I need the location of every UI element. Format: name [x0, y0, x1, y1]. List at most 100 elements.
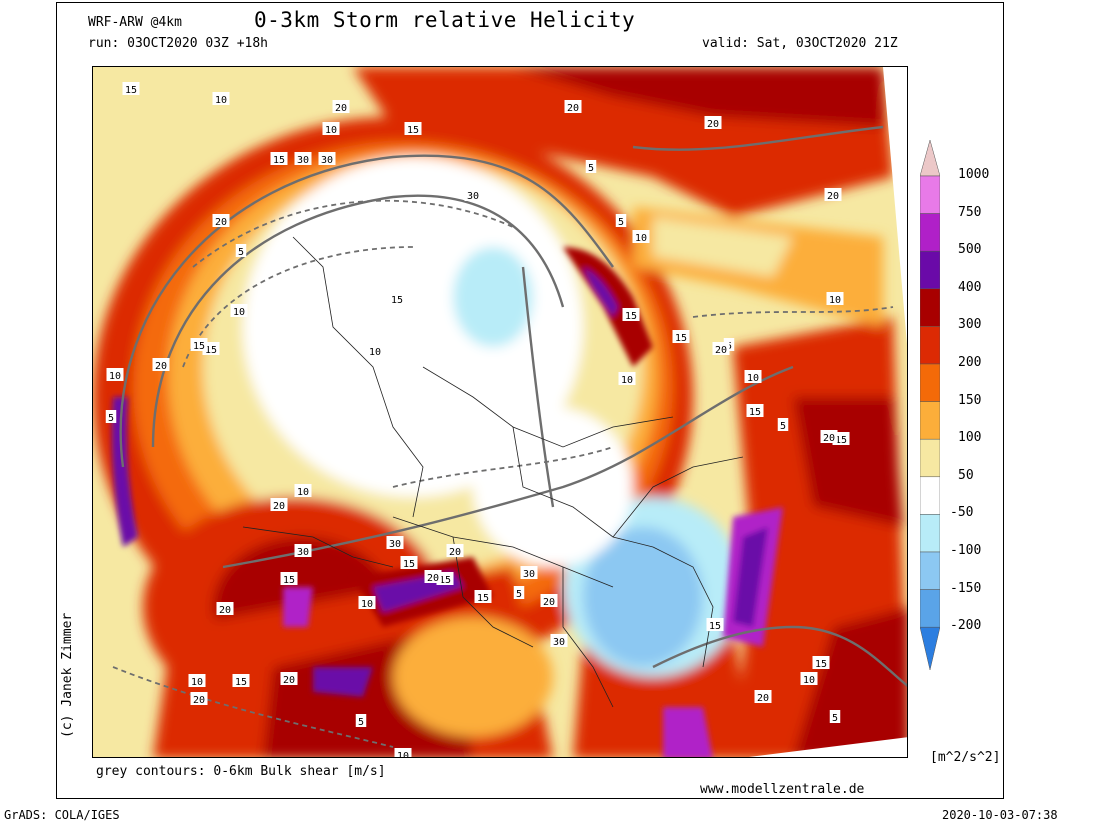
- svg-text:20: 20: [707, 119, 719, 130]
- svg-text:10: 10: [233, 307, 245, 318]
- svg-text:5: 5: [516, 589, 522, 600]
- valid-time-label: valid: Sat, 03OCT2020 21Z: [702, 36, 898, 51]
- svg-text:20: 20: [823, 433, 835, 444]
- colorbar: [920, 140, 940, 670]
- helicity-map: 15 10 20 20 15 20 30 15 10 30 5 20 5 15 10 15 10 20 15 10 5 3…: [92, 66, 908, 758]
- contour-label: 10: [826, 292, 844, 306]
- contour-label: 10: [744, 370, 762, 384]
- contour-label: 10: [230, 304, 248, 318]
- svg-text:5: 5: [832, 713, 838, 724]
- shear-contours-dashed: [112, 199, 894, 748]
- svg-text:20: 20: [193, 695, 205, 706]
- contour-note: grey contours: 0-6km Bulk shear [m/s]: [96, 764, 386, 779]
- contour-label: 15: [706, 618, 724, 632]
- svg-text:15: 15: [273, 155, 285, 166]
- contour-label: 10: [366, 344, 384, 358]
- colorbar-swatch: [920, 213, 940, 252]
- colorbar-swatch: [920, 175, 940, 214]
- website-link[interactable]: www.modellzentrale.de: [700, 782, 865, 797]
- svg-text:30: 30: [523, 569, 535, 580]
- contour-label: 20: [280, 672, 298, 686]
- contour-label: 20: [540, 594, 558, 608]
- country-borders: [242, 236, 744, 708]
- contour-label: 20: [824, 188, 842, 202]
- colorbar-label: -100: [950, 543, 982, 558]
- svg-text:10: 10: [325, 125, 337, 136]
- svg-text:30: 30: [467, 191, 479, 202]
- helicity-field: [93, 67, 907, 757]
- svg-text:15: 15: [125, 85, 137, 96]
- svg-text:15: 15: [709, 621, 721, 632]
- svg-text:5: 5: [108, 413, 114, 424]
- contour-label: 20: [152, 358, 170, 372]
- svg-text:20: 20: [827, 191, 839, 202]
- colorbar-unit: [m^2/s^2]: [930, 750, 1001, 765]
- svg-text:20: 20: [335, 103, 347, 114]
- svg-text:10: 10: [215, 95, 227, 106]
- svg-text:20: 20: [273, 501, 285, 512]
- svg-text:30: 30: [321, 155, 333, 166]
- contour-label: 20: [820, 430, 838, 444]
- colorbar-label: 150: [958, 392, 982, 408]
- figure-frame: [56, 2, 1004, 799]
- svg-text:10: 10: [621, 375, 633, 386]
- contour-label: 30: [464, 188, 482, 202]
- contour-label: 15: [388, 292, 406, 306]
- contour-label: 30: [294, 152, 312, 166]
- svg-text:20: 20: [449, 547, 461, 558]
- colorbar-swatch: [920, 326, 940, 365]
- contour-label: 15: [622, 308, 640, 322]
- svg-text:15: 15: [675, 333, 687, 344]
- contour-label: 15: [190, 338, 208, 352]
- svg-text:20: 20: [715, 345, 727, 356]
- contour-label: 10: [322, 122, 340, 136]
- svg-text:10: 10: [369, 347, 381, 358]
- svg-text:15: 15: [835, 435, 847, 446]
- colorbar-label: 50: [958, 467, 974, 483]
- model-label: WRF-ARW @4km: [88, 15, 182, 30]
- svg-text:5: 5: [358, 717, 364, 728]
- svg-text:5: 5: [618, 217, 624, 228]
- contour-label: 30: [550, 634, 568, 648]
- svg-text:20: 20: [215, 217, 227, 228]
- svg-text:10: 10: [191, 677, 203, 688]
- colorbar-label: -50: [950, 505, 974, 521]
- svg-text:10: 10: [635, 233, 647, 244]
- svg-text:20: 20: [427, 573, 439, 584]
- svg-text:15: 15: [391, 295, 403, 306]
- contour-label: 30: [520, 566, 538, 580]
- colorbar-swatch: [920, 514, 940, 553]
- svg-text:5: 5: [780, 421, 786, 432]
- colorbar-swatch: [920, 551, 940, 590]
- contour-label: 15: [474, 590, 492, 604]
- contour-label: 10: [212, 92, 230, 106]
- svg-text:10: 10: [361, 599, 373, 610]
- svg-text:15: 15: [193, 341, 205, 352]
- contour-label: 5: [829, 710, 841, 724]
- svg-text:30: 30: [297, 547, 309, 558]
- contour-label: 5: [585, 160, 597, 174]
- svg-text:15: 15: [749, 407, 761, 418]
- colorbar-label: 200: [958, 355, 982, 370]
- contour-label: 30: [294, 544, 312, 558]
- svg-text:15: 15: [205, 345, 217, 356]
- contour-label: 5: [513, 586, 525, 600]
- svg-text:10: 10: [297, 487, 309, 498]
- svg-text:10: 10: [109, 371, 121, 382]
- contour-label: 10: [618, 372, 636, 386]
- contour-label: 5: [777, 418, 789, 432]
- svg-text:20: 20: [283, 675, 295, 686]
- contour-label: 10: [106, 368, 124, 382]
- colorbar-label: 500: [958, 242, 982, 258]
- contour-label: 10: [800, 672, 818, 686]
- contour-label: 15: [270, 152, 288, 166]
- svg-text:10: 10: [747, 373, 759, 384]
- domain-edge-se: [749, 737, 907, 757]
- contour-label: 5: [105, 410, 117, 424]
- colorbar-cap-top: [920, 140, 940, 177]
- contour-label: 10: [632, 230, 650, 244]
- contour-label: 15: [400, 556, 418, 570]
- svg-text:15: 15: [235, 677, 247, 688]
- colorbar-swatch: [920, 363, 940, 402]
